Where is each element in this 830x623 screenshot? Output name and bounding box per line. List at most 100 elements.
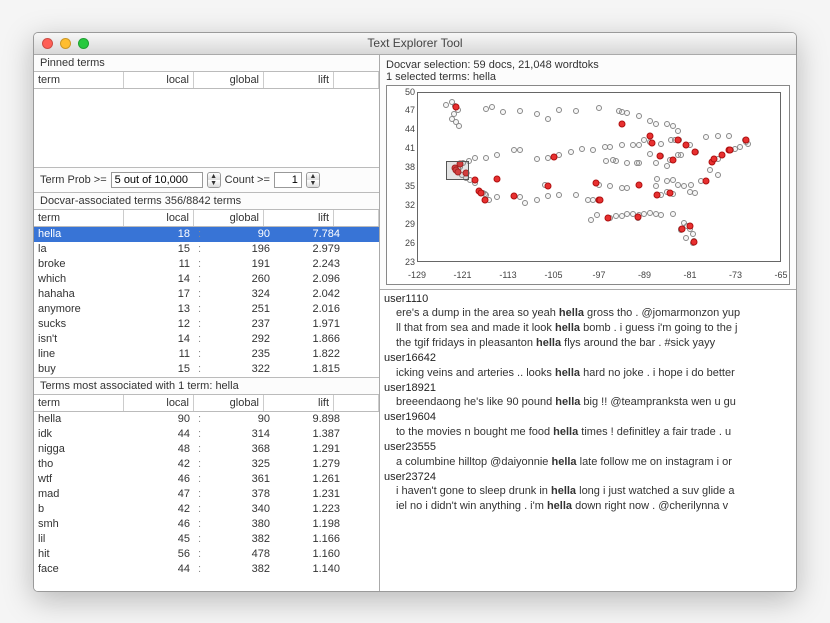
red-point xyxy=(653,192,660,199)
gray-point xyxy=(664,163,670,169)
pinned-heading: Pinned terms xyxy=(34,55,379,71)
doc-line[interactable]: ere's a dump in the area so yeah hella g… xyxy=(384,306,792,321)
gray-point xyxy=(489,104,495,110)
right-pane: Docvar selection: 59 docs, 21,048 wordto… xyxy=(380,55,796,591)
red-point xyxy=(635,182,642,189)
red-point xyxy=(711,156,718,163)
gray-point xyxy=(653,183,659,189)
app-window: Text Explorer Tool Pinned terms term loc… xyxy=(33,32,797,592)
table-row[interactable]: hella90:909.898 xyxy=(34,412,379,427)
docvar-header: term local global lift xyxy=(34,209,379,227)
table-row[interactable]: hella18:907.784 xyxy=(34,227,379,242)
assoc-header: term local global lift xyxy=(34,394,379,412)
red-point xyxy=(682,142,689,149)
scatter-chart[interactable]: 23262932353841444750 -129-121-113-105-97… xyxy=(386,85,790,285)
table-row[interactable]: face44:3821.140 xyxy=(34,562,379,577)
table-row[interactable]: line11:2351.822 xyxy=(34,347,379,362)
window-title: Text Explorer Tool xyxy=(34,36,796,50)
count-input[interactable] xyxy=(274,172,302,188)
doc-line[interactable]: ll that from sea and made it look hella … xyxy=(384,321,792,336)
col-term[interactable]: term xyxy=(34,72,124,88)
docvar-heading: Docvar-associated terms 356/8842 terms xyxy=(34,193,379,209)
table-row[interactable]: broke11:1912.243 xyxy=(34,257,379,272)
gray-point xyxy=(590,147,596,153)
col-lift[interactable]: lift xyxy=(264,72,334,88)
doc-line[interactable]: iel no i didn't win anything . i'm hella… xyxy=(384,499,792,514)
y-tick: 32 xyxy=(387,200,415,210)
red-point xyxy=(605,215,612,222)
gray-point xyxy=(607,183,613,189)
doc-user[interactable]: user23555 xyxy=(384,440,792,455)
red-point xyxy=(692,149,699,156)
red-point xyxy=(551,153,558,160)
gray-point xyxy=(603,158,609,164)
docvar-list[interactable]: hella18:907.784la15:1962.979broke11:1912… xyxy=(34,227,379,377)
table-row[interactable]: idk44:3141.387 xyxy=(34,427,379,442)
table-row[interactable]: lil45:3821.166 xyxy=(34,532,379,547)
pinned-list[interactable] xyxy=(34,89,379,167)
y-tick: 47 xyxy=(387,105,415,115)
table-row[interactable]: sucks12:2371.971 xyxy=(34,317,379,332)
count-stepper[interactable]: ▲▼ xyxy=(306,172,320,188)
x-tick: -65 xyxy=(774,270,787,280)
col-global[interactable]: global xyxy=(194,72,264,88)
table-row[interactable]: tho42:3251.279 xyxy=(34,457,379,472)
selection-line1: Docvar selection: 59 docs, 21,048 wordto… xyxy=(386,59,790,71)
doc-line[interactable]: the tgif fridays in pleasanton hella fly… xyxy=(384,336,792,351)
col-local[interactable]: local xyxy=(124,72,194,88)
table-row[interactable]: hit56:4781.160 xyxy=(34,547,379,562)
y-tick: 44 xyxy=(387,124,415,134)
doc-user[interactable]: user18921 xyxy=(384,381,792,396)
doc-line[interactable]: i haven't gone to sleep drunk in hella l… xyxy=(384,484,792,499)
gray-point xyxy=(715,133,721,139)
gray-point xyxy=(670,211,676,217)
x-tick: -105 xyxy=(544,270,562,280)
document-list[interactable]: user1110ere's a dump in the area so yeah… xyxy=(380,289,796,591)
y-tick: 26 xyxy=(387,238,415,248)
red-point xyxy=(593,179,600,186)
table-row[interactable]: buy15:3221.815 xyxy=(34,362,379,377)
gray-point xyxy=(573,108,579,114)
gray-point xyxy=(675,152,681,158)
gray-point xyxy=(610,157,616,163)
gray-point xyxy=(707,167,713,173)
gray-point xyxy=(630,142,636,148)
prob-input[interactable] xyxy=(111,172,203,188)
doc-line[interactable]: a columbine hilltop @daiyonnie hella lat… xyxy=(384,455,792,470)
gray-point xyxy=(545,193,551,199)
table-row[interactable]: mad47:3781.231 xyxy=(34,487,379,502)
gray-point xyxy=(534,156,540,162)
table-row[interactable]: b42:3401.223 xyxy=(34,502,379,517)
table-row[interactable]: wtf46:3611.261 xyxy=(34,472,379,487)
table-row[interactable]: hahaha17:3242.042 xyxy=(34,287,379,302)
red-point xyxy=(597,196,604,203)
doc-user[interactable]: user1110 xyxy=(384,292,792,307)
doc-line[interactable]: icking veins and arteries .. looks hella… xyxy=(384,366,792,381)
doc-user[interactable]: user16642 xyxy=(384,351,792,366)
gray-point xyxy=(517,194,523,200)
selection-box[interactable] xyxy=(446,161,469,180)
assoc-list[interactable]: hella90:909.898idk44:3141.387nigga48:368… xyxy=(34,412,379,591)
red-point xyxy=(646,133,653,140)
table-row[interactable]: which14:2602.096 xyxy=(34,272,379,287)
red-point xyxy=(667,190,674,197)
doc-user[interactable]: user23724 xyxy=(384,470,792,485)
table-row[interactable]: la15:1962.979 xyxy=(34,242,379,257)
red-point xyxy=(452,104,459,111)
gray-point xyxy=(636,113,642,119)
gray-point xyxy=(456,123,462,129)
doc-user[interactable]: user19604 xyxy=(384,410,792,425)
red-point xyxy=(703,177,710,184)
gray-point xyxy=(494,194,500,200)
table-row[interactable]: nigga48:3681.291 xyxy=(34,442,379,457)
gray-point xyxy=(568,149,574,155)
doc-line[interactable]: breeendaong he's like 90 pound hella big… xyxy=(384,395,792,410)
titlebar[interactable]: Text Explorer Tool xyxy=(34,33,796,55)
table-row[interactable]: anymore13:2512.016 xyxy=(34,302,379,317)
table-row[interactable]: smh46:3801.198 xyxy=(34,517,379,532)
red-point xyxy=(545,182,552,189)
gray-point xyxy=(737,144,743,150)
doc-line[interactable]: to the movies n bought me food hella tim… xyxy=(384,425,792,440)
prob-stepper[interactable]: ▲▼ xyxy=(207,172,221,188)
table-row[interactable]: isn't14:2921.866 xyxy=(34,332,379,347)
